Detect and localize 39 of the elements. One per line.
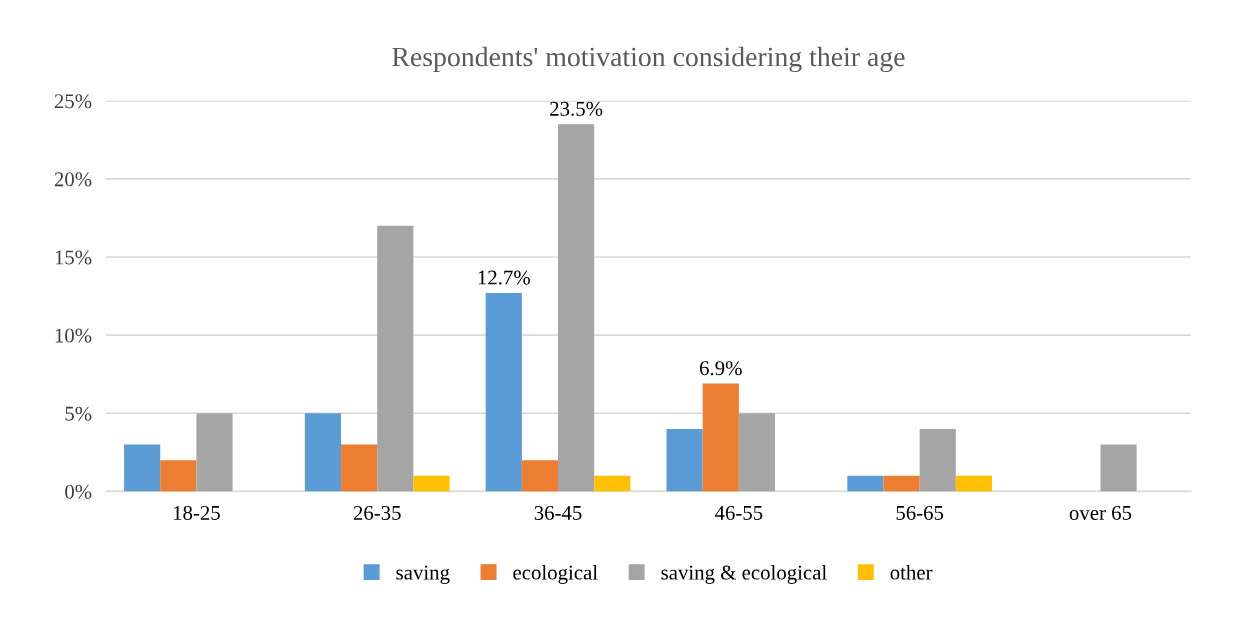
x-tick-label: 18-25 bbox=[173, 505, 220, 520]
bar bbox=[377, 225, 414, 492]
bar bbox=[413, 475, 450, 492]
bar bbox=[124, 444, 161, 492]
x-tick-label: 46-55 bbox=[714, 505, 763, 520]
x-tick-label: 26-35 bbox=[353, 505, 401, 520]
bar bbox=[485, 292, 522, 492]
y-tick-label: 20% bbox=[54, 172, 92, 187]
bar bbox=[919, 428, 956, 492]
data-label: 6.9% bbox=[699, 361, 742, 376]
bar bbox=[160, 460, 197, 492]
y-tick-label: 15% bbox=[55, 250, 92, 265]
y-tick-label: 25% bbox=[54, 94, 92, 109]
y-tick-label: 0% bbox=[65, 484, 92, 499]
data-label: 12.7% bbox=[478, 270, 530, 285]
data-label: 23.5% bbox=[550, 101, 603, 116]
bar bbox=[521, 460, 559, 492]
legend-label: saving bbox=[396, 565, 450, 584]
bar bbox=[594, 475, 631, 492]
bar bbox=[341, 444, 378, 492]
y-tick-label: 5% bbox=[65, 406, 92, 421]
y-tick-label: 10% bbox=[55, 328, 92, 343]
bar bbox=[1100, 444, 1137, 492]
bar bbox=[304, 413, 342, 492]
x-tick-label: 56-65 bbox=[896, 505, 944, 520]
bar bbox=[666, 428, 703, 492]
bar bbox=[196, 413, 233, 492]
bar bbox=[738, 413, 776, 492]
legend-label: other bbox=[890, 564, 933, 580]
x-tick-label: over 65 bbox=[1069, 505, 1132, 520]
legend-label: ecological bbox=[513, 564, 598, 584]
bar bbox=[955, 475, 992, 492]
bar bbox=[558, 124, 595, 492]
bar bbox=[847, 475, 884, 492]
chart-title: Respondents' motivation considering their age bbox=[392, 46, 905, 73]
x-tick-label: 36-45 bbox=[534, 505, 582, 520]
legend-label: saving & ecological bbox=[661, 564, 827, 584]
bar bbox=[702, 383, 739, 492]
bar bbox=[883, 475, 920, 492]
